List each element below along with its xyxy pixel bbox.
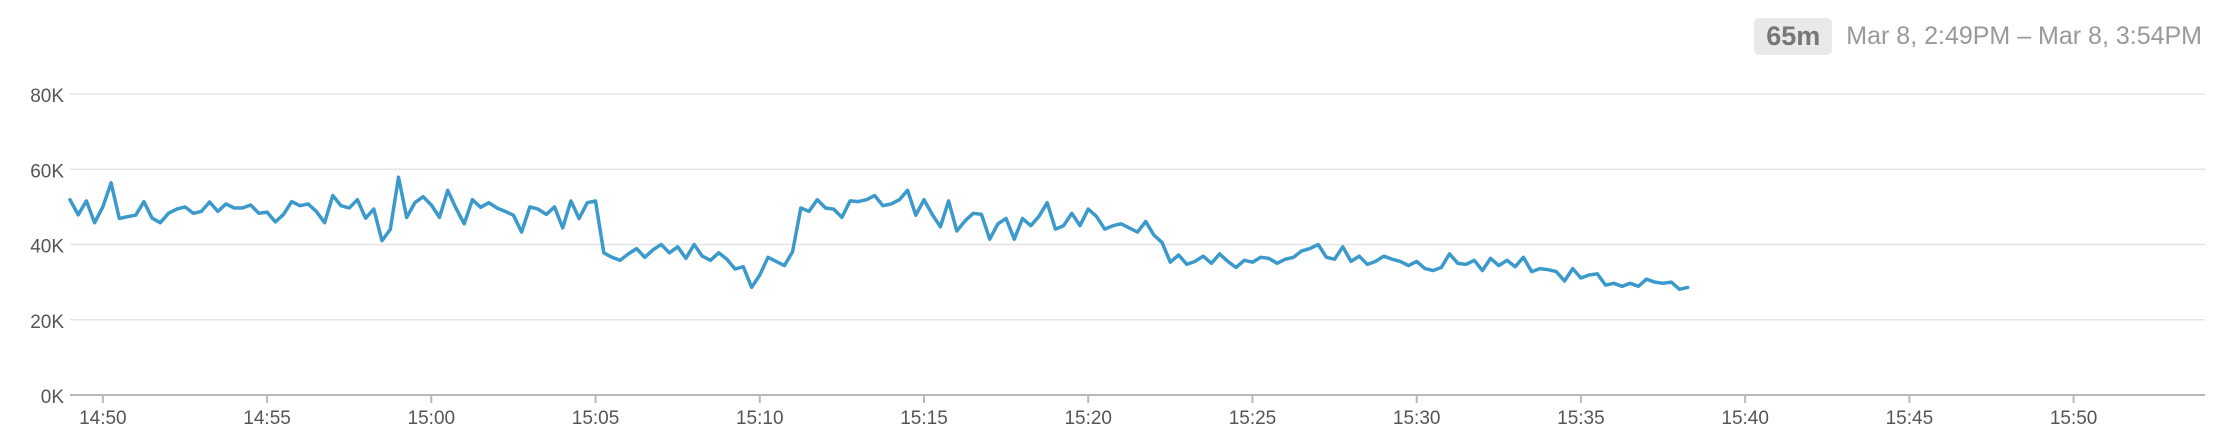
- time-range-label: Mar 8, 2:49PM – Mar 8, 3:54PM: [1846, 21, 2202, 50]
- y-tick-label: 20K: [30, 312, 64, 333]
- y-axis: 0K 20K 40K 60K 80K: [30, 86, 64, 408]
- x-tick-label: 15:45: [1886, 408, 1934, 429]
- series-line: [68, 175, 1690, 292]
- y-tick-label: 0K: [41, 387, 65, 408]
- x-tick-label: 15:00: [408, 408, 456, 429]
- x-tick-label: 15:30: [1393, 408, 1441, 429]
- x-tick-label: 15:15: [900, 408, 948, 429]
- time-range-header: 65m Mar 8, 2:49PM – Mar 8, 3:54PM: [1754, 14, 2202, 58]
- y-tick-label: 40K: [30, 237, 64, 258]
- y-tick-label: 60K: [30, 161, 64, 182]
- y-tick-label: 80K: [30, 86, 64, 107]
- x-tick-label: 15:40: [1721, 408, 1769, 429]
- series-group: [68, 175, 1690, 292]
- x-tick-label: 14:50: [79, 408, 127, 429]
- x-tick-label: 15:25: [1229, 408, 1277, 429]
- x-tick-label: 15:50: [2050, 408, 2098, 429]
- grid-lines: [70, 93, 2205, 321]
- x-tick-label: 15:10: [736, 408, 784, 429]
- x-tick-label: 15:05: [572, 408, 620, 429]
- duration-badge[interactable]: 65m: [1754, 17, 1833, 55]
- x-tick-label: 15:20: [1064, 408, 1112, 429]
- x-tick-label: 15:35: [1557, 408, 1605, 429]
- x-tick-label: 14:55: [243, 408, 291, 429]
- x-axis: 14:50 14:55 15:00 15:05 15:10 15:15 15:20 15:25…: [70, 394, 2205, 429]
